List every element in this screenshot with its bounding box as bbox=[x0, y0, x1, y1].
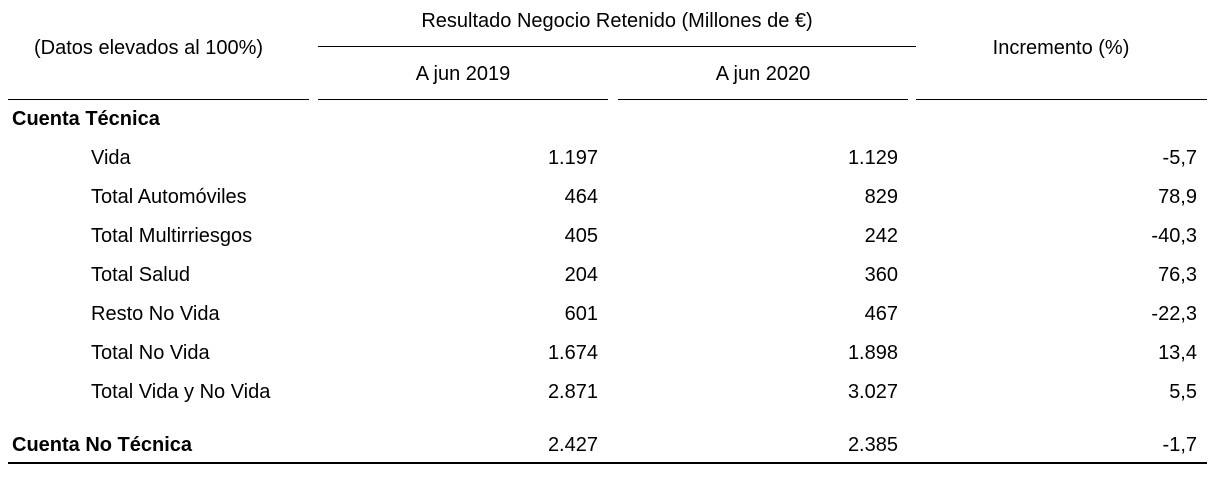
left-note: (Datos elevados al 100%) bbox=[34, 37, 264, 59]
row-label: Resto No Vida bbox=[91, 303, 220, 325]
value-increment: -40,3 bbox=[1151, 225, 1197, 247]
value-2020: 467 bbox=[864, 303, 898, 325]
group-title-underline bbox=[318, 46, 916, 47]
group-title: Resultado Negocio Retenido (Millones de … bbox=[421, 10, 813, 32]
column-header-2019: A jun 2019 bbox=[415, 63, 511, 85]
value-increment: 5,5 bbox=[1169, 381, 1197, 403]
row-label: Total Automóviles bbox=[91, 186, 247, 208]
value-increment: -5,7 bbox=[1162, 147, 1197, 169]
header-rule-2020 bbox=[618, 99, 908, 100]
value-2019: 1.674 bbox=[547, 342, 598, 364]
value-2019: 2.427 bbox=[547, 434, 598, 456]
value-2019: 464 bbox=[564, 186, 598, 208]
value-2020: 829 bbox=[864, 186, 898, 208]
row-label: Total Multirriesgos bbox=[91, 225, 253, 247]
value-2020: 3.027 bbox=[847, 381, 898, 403]
value-2019: 405 bbox=[564, 225, 598, 247]
row-label: Total Vida y No Vida bbox=[91, 381, 271, 403]
value-increment: 13,4 bbox=[1158, 342, 1197, 364]
value-2019: 2.871 bbox=[547, 381, 598, 403]
value-increment: 76,3 bbox=[1158, 264, 1197, 286]
header-rule-label bbox=[8, 99, 309, 100]
value-2020: 1.129 bbox=[847, 147, 898, 169]
value-2020: 1.898 bbox=[847, 342, 898, 364]
value-2020: 242 bbox=[864, 225, 898, 247]
value-2019: 204 bbox=[564, 264, 598, 286]
value-increment: -22,3 bbox=[1151, 303, 1197, 325]
value-2020: 2.385 bbox=[847, 434, 898, 456]
row-label: Cuenta No Técnica bbox=[12, 434, 193, 456]
column-header-2020: A jun 2020 bbox=[715, 63, 811, 85]
value-2020: 360 bbox=[864, 264, 898, 286]
value-2019: 1.197 bbox=[547, 147, 598, 169]
header-rule-increment bbox=[916, 99, 1207, 100]
bottom-rule bbox=[8, 462, 1207, 464]
section-title-technical: Cuenta Técnica bbox=[12, 108, 160, 130]
row-label: Total Salud bbox=[91, 264, 190, 286]
value-2019: 601 bbox=[564, 303, 598, 325]
header-rule-2019 bbox=[318, 99, 608, 100]
value-increment: 78,9 bbox=[1158, 186, 1197, 208]
value-increment: -1,7 bbox=[1162, 434, 1197, 456]
column-header-increment: Incremento (%) bbox=[992, 37, 1130, 59]
row-label: Total No Vida bbox=[91, 342, 210, 364]
row-label: Vida bbox=[91, 147, 131, 169]
